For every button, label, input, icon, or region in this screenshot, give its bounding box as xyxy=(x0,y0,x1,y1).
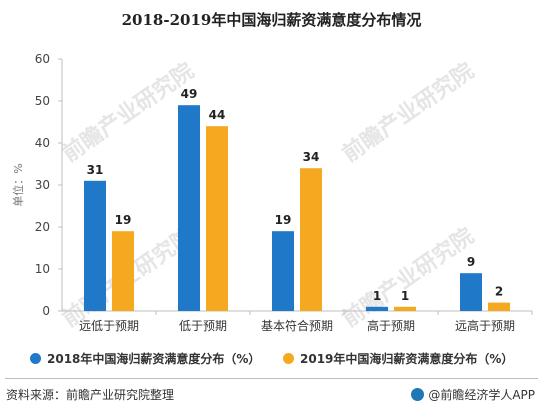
y-tick-label: 20 xyxy=(35,220,50,234)
brand-text: @前瞻经济学人APP xyxy=(428,388,535,402)
legend-item-2018: 2018年中国海归薪资满意度分布（%） xyxy=(30,350,260,367)
bar-2018 xyxy=(84,180,106,311)
bar-2019 xyxy=(206,126,228,311)
x-tick-label: 远高于预期 xyxy=(455,318,515,333)
x-tick-label: 远低于预期 xyxy=(79,319,139,333)
brand-credit: @前瞻经济学人APP xyxy=(411,386,535,403)
data-label: 2 xyxy=(495,285,503,299)
y-tick-label: 40 xyxy=(35,136,50,150)
legend-label-2019: 2019年中国海归薪资满意度分布（%） xyxy=(300,352,514,366)
bar-2019 xyxy=(394,306,416,311)
y-tick-label: 30 xyxy=(35,178,50,192)
legend-swatch-2018 xyxy=(30,353,41,364)
data-label: 34 xyxy=(303,150,320,164)
footer-divider xyxy=(5,378,538,379)
data-label: 9 xyxy=(467,255,475,269)
x-tick-label: 基本符合预期 xyxy=(261,318,333,333)
y-tick-label: 50 xyxy=(35,94,50,108)
y-tick-label: 60 xyxy=(35,52,50,66)
legend-item-2019: 2019年中国海归薪资满意度分布（%） xyxy=(283,350,513,367)
data-label: 19 xyxy=(115,213,132,227)
y-tick-label: 0 xyxy=(42,304,50,318)
x-tick-label: 低于预期 xyxy=(179,319,227,333)
bar-2018 xyxy=(178,105,200,311)
data-label: 44 xyxy=(209,108,226,122)
y-tick-label: 10 xyxy=(35,262,50,276)
y-axis-label: 单位：% xyxy=(11,163,25,206)
data-label: 31 xyxy=(87,163,104,177)
chart-title: 2018-2019年中国海归薪资满意度分布情况 xyxy=(121,11,422,29)
bar-2018 xyxy=(272,231,294,311)
data-label: 49 xyxy=(181,87,198,101)
data-label: 1 xyxy=(401,289,409,303)
legend-swatch-2019 xyxy=(283,353,294,364)
data-label: 19 xyxy=(275,213,292,227)
bar-2018 xyxy=(366,306,388,311)
bar-2019 xyxy=(488,302,510,311)
bar-2019 xyxy=(300,168,322,311)
source-text: 资料来源：前瞻产业研究院整理 xyxy=(6,388,175,402)
legend-label-2018: 2018年中国海归薪资满意度分布（%） xyxy=(47,352,261,366)
bar-2018 xyxy=(460,273,482,311)
data-label: 1 xyxy=(373,289,381,303)
brand-logo-icon xyxy=(411,388,425,401)
bar-2019 xyxy=(112,231,134,311)
x-tick-label: 高于预期 xyxy=(367,318,415,333)
